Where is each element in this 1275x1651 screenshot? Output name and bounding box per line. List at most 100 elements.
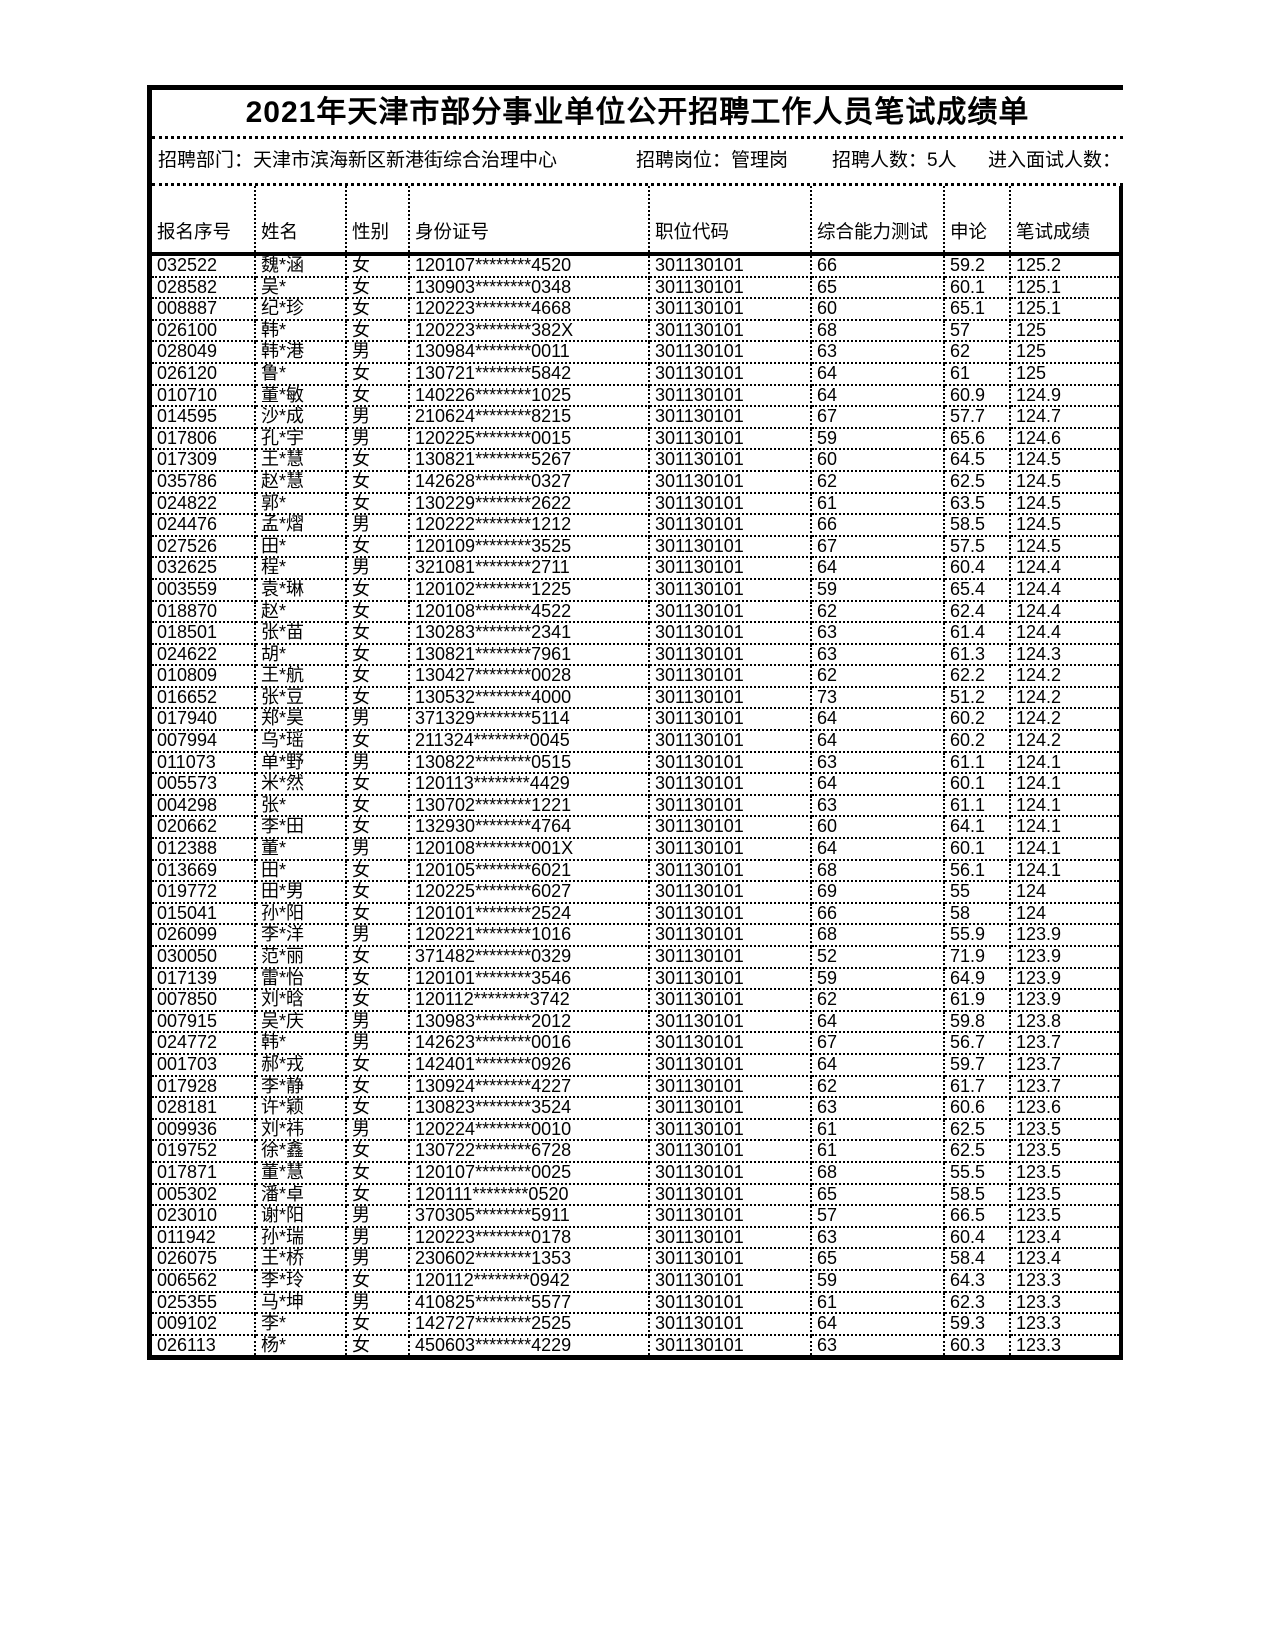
table-cell: 120107********0025 (408, 1160, 650, 1185)
table-cell: 371329********5114 (408, 707, 650, 732)
table-cell: 68 (810, 318, 945, 343)
table-cell: 370305********5911 (408, 1204, 650, 1228)
table-cell: 027526 (152, 534, 256, 559)
table-cell: 123.9 (1009, 966, 1119, 991)
table-row: 009102 李* 女 142727********2525 301130101 64 59… (152, 1312, 1119, 1336)
table-cell: 63 (810, 1096, 945, 1120)
table-cell: 008887 (152, 297, 256, 321)
table-row: 032625 程* 男 321081********2711 301130101 64 60… (152, 556, 1119, 580)
table-cell: 301130101 (648, 1268, 812, 1293)
table-cell: 123.9 (1009, 945, 1119, 969)
table-cell: 66 (810, 901, 945, 926)
column-header: 身份证号 (408, 186, 650, 256)
table-cell: 301130101 (648, 426, 812, 451)
table-cell: 61 (810, 1139, 945, 1163)
table-cell: 59 (810, 1268, 945, 1293)
table-cell: 60.4 (943, 556, 1011, 580)
table-cell: 301130101 (648, 1074, 812, 1099)
table-cell: 男 (345, 513, 410, 537)
table-cell: 67 (810, 534, 945, 559)
table-cell: 410825********5577 (408, 1290, 650, 1315)
table-cell: 301130101 (648, 685, 812, 710)
table-cell: 58.4 (943, 1247, 1011, 1271)
table-cell: 123.6 (1009, 1096, 1119, 1120)
table-cell: 125.2 (1009, 253, 1119, 278)
table-cell: 123.4 (1009, 1225, 1119, 1250)
table-cell: 女 (345, 577, 410, 602)
table-cell: 124.1 (1009, 772, 1119, 796)
table-cell: 62 (810, 664, 945, 688)
table-cell: 51.2 (943, 685, 1011, 710)
table-cell: 125 (1009, 361, 1119, 386)
table-cell: 123.9 (1009, 923, 1119, 947)
table-cell: 张*苗 (254, 621, 347, 645)
table-cell: 64 (810, 1312, 945, 1336)
table-cell: 纪*珍 (254, 297, 347, 321)
table-cell: 60.2 (943, 707, 1011, 732)
table-cell: 120224********0010 (408, 1117, 650, 1142)
table-row: 028049 韩*港男 130984********0011 301130101 63 6… (152, 340, 1119, 364)
table-cell: 120223********0178 (408, 1225, 650, 1250)
table-cell: 62.2 (943, 664, 1011, 688)
table-cell: 123.3 (1009, 1290, 1119, 1315)
table-row: 017940 郑*昊男 371329********5114 301130101 64 6… (152, 707, 1119, 732)
table-cell: 程* (254, 556, 347, 580)
table-cell: 130532********4000 (408, 685, 650, 710)
table-cell: 男 (345, 1031, 410, 1055)
header-row: 报名序号 姓名 性别 身份证号 职位代码 综合能力测试 申论 笔试成绩 (152, 186, 1119, 256)
table-cell: 301130101 (648, 966, 812, 991)
table-cell: 60.4 (943, 1225, 1011, 1250)
table-cell: 孙*阳 (254, 901, 347, 926)
table-cell: 潘*卓 (254, 1182, 347, 1207)
table-cell: 64 (810, 1052, 945, 1077)
table-cell: 69 (810, 880, 945, 904)
table-cell: 035786 (152, 469, 256, 494)
table-cell: 301130101 (648, 405, 812, 429)
table-cell: 59.3 (943, 1312, 1011, 1336)
table-row: 026075 王*桥男 230602********1353 301130101 65 5… (152, 1247, 1119, 1271)
table-cell: 124.6 (1009, 426, 1119, 451)
table-cell: 女 (345, 361, 410, 386)
table-cell: 女 (345, 469, 410, 494)
table-cell: 64 (810, 729, 945, 753)
table-row: 005302 潘*卓女 120111********0520 301130101 65 5… (152, 1182, 1119, 1207)
table-cell: 62.5 (943, 1139, 1011, 1163)
table-cell: 刘*祎 (254, 1117, 347, 1142)
table-cell: 301130101 (648, 1160, 812, 1185)
table-cell: 028582 (152, 275, 256, 300)
table-row: 009936 刘*祎男 120224********0010 301130101 61 6… (152, 1117, 1119, 1142)
table-cell: 韩*港 (254, 340, 347, 364)
table-cell: 007850 (152, 988, 256, 1012)
table-cell: 67 (810, 1031, 945, 1055)
table-cell: 007915 (152, 1009, 256, 1034)
table-cell: 120113********4429 (408, 772, 650, 796)
table-cell: 301130101 (648, 448, 812, 472)
table-cell: 124.1 (1009, 750, 1119, 775)
table-row: 017139 雷*怡女 120101********3546 301130101 59 6… (152, 966, 1119, 991)
table-cell: 120225********6027 (408, 880, 650, 904)
table-cell: 301130101 (648, 383, 812, 408)
table-cell: 028181 (152, 1096, 256, 1120)
table-row: 006562 李*玲女 120112********0942 301130101 59 6… (152, 1268, 1119, 1293)
table-row: 026120 鲁* 女 130721********5842 301130101 64 61… (152, 361, 1119, 386)
table-cell: 女 (345, 1074, 410, 1099)
table-cell: 鲁* (254, 361, 347, 386)
recruit-department: 招聘部门：天津市滨海新区新港街综合治理中心 (158, 150, 558, 171)
table-row: 035786 赵*慧女 142628********0327 301130101 62 6… (152, 469, 1119, 494)
table-cell: 017139 (152, 966, 256, 991)
table-cell: 赵*慧 (254, 469, 347, 494)
table-row: 004298 张* 女 130702********1221 301130101 63 61… (152, 793, 1119, 818)
recruit-headcount: 招聘人数：5人 (832, 150, 957, 171)
table-cell: 301130101 (648, 1247, 812, 1271)
table-cell: 010710 (152, 383, 256, 408)
table-cell: 男 (345, 426, 410, 451)
table-cell: 130924********4227 (408, 1074, 650, 1099)
table-row: 014595 沙*成男 210624********8215 301130101 67 5… (152, 405, 1119, 429)
table-cell: 018501 (152, 621, 256, 645)
table-cell: 董*慧 (254, 1160, 347, 1185)
table-cell: 男 (345, 1009, 410, 1034)
table-cell: 吴* (254, 275, 347, 300)
table-cell: 55.5 (943, 1160, 1011, 1185)
table-cell: 124.4 (1009, 621, 1119, 645)
